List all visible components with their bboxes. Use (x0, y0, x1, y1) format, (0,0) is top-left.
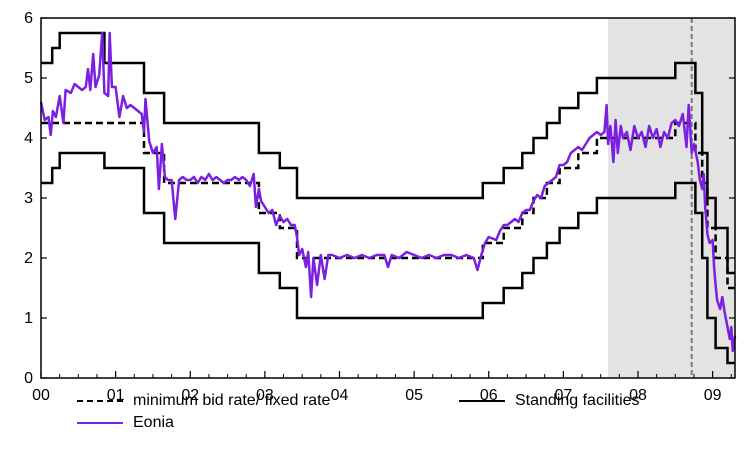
y-tick-label: 2 (24, 250, 33, 267)
y-tick-label: 0 (24, 370, 33, 387)
eonia-line (39, 31, 737, 353)
y-tick-label: 4 (24, 130, 33, 147)
standing-facility-lower-line (41, 151, 735, 365)
x-tick-label: 04 (331, 387, 349, 404)
x-tick-label: 02 (181, 387, 199, 404)
x-tick-label: 06 (480, 387, 498, 404)
x-tick-label: 01 (107, 387, 125, 404)
standing-facility-upper-line (41, 31, 735, 275)
y-tick-label: 6 (24, 10, 33, 27)
x-tick-label: 07 (554, 387, 572, 404)
x-tick-label: 09 (704, 387, 722, 404)
x-tick-label: 00 (32, 387, 50, 404)
y-axis: 0 1 2 3 4 5 6 (24, 10, 735, 387)
y-tick-label: 1 (24, 310, 33, 327)
x-tick-label: 08 (629, 387, 647, 404)
y-tick-label: 3 (24, 190, 33, 207)
x-tick-label: 05 (405, 387, 423, 404)
series-layer (39, 31, 737, 365)
x-axis: 00 01 02 03 04 05 06 07 08 09 (32, 371, 732, 404)
x-tick-label: 03 (256, 387, 274, 404)
y-tick-label: 5 (24, 70, 33, 87)
